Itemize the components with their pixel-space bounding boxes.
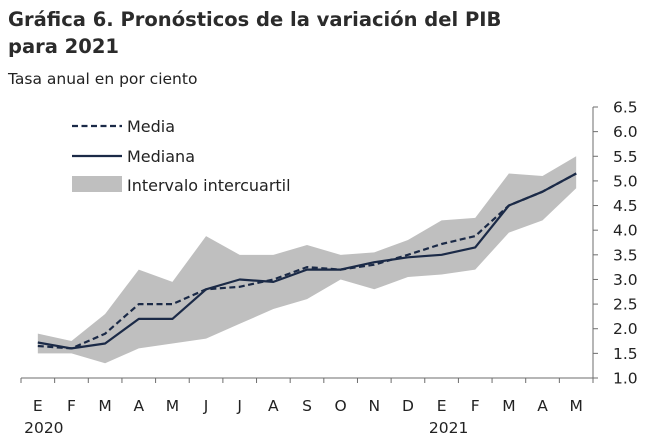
y-tick-label: 4.0 (613, 222, 638, 240)
y-tick-label: 2.5 (613, 296, 638, 314)
legend-label: Mediana (127, 147, 195, 166)
y-tick-label: 1.5 (613, 345, 638, 363)
y-tick-label: 6.0 (613, 123, 638, 141)
series-line-mediana (37, 172, 577, 350)
x-tick-label: D (402, 397, 414, 415)
x-tick-label: M (166, 397, 179, 415)
y-tick-label: 3.5 (613, 246, 638, 264)
x-tick-label: S (302, 397, 312, 415)
x-tick-label: N (368, 397, 380, 415)
x-tick-label: O (335, 397, 347, 415)
x-year-label: 2020 (24, 419, 63, 437)
y-tick-label: 2.0 (613, 320, 638, 338)
x-tick-label: A (537, 397, 548, 415)
x-tick-label: A (133, 397, 144, 415)
x-tick-label: F (471, 397, 480, 415)
x-tick-label: M (569, 397, 582, 415)
legend-label: Media (127, 117, 175, 136)
y-tick-label: 5.0 (613, 172, 638, 190)
legend-label: Intervalo intercuartil (127, 176, 291, 195)
chart-title: Gráfica 6. Pronósticos de la variación d… (8, 8, 502, 58)
x-tick-label: J (203, 397, 209, 415)
x-tick-label: F (67, 397, 76, 415)
y-tick-label: 1.0 (613, 370, 638, 388)
chart-subtitle: Tasa anual en por ciento (8, 70, 198, 88)
x-tick-label: E (437, 397, 447, 415)
x-tick-label: E (33, 397, 43, 415)
y-tick-label: 6.5 (613, 99, 638, 117)
x-tick-label: M (98, 397, 111, 415)
x-year-label: 2021 (429, 419, 468, 437)
legend-swatch (72, 176, 122, 192)
series-line-media (37, 172, 577, 350)
x-tick-label: J (236, 397, 242, 415)
x-tick-label: A (268, 397, 279, 415)
y-tick-label: 3.0 (613, 271, 638, 289)
interquartile-band (37, 156, 577, 364)
y-tick-label: 4.5 (613, 197, 638, 215)
x-tick-label: M (502, 397, 515, 415)
y-tick-label: 5.5 (613, 148, 638, 166)
